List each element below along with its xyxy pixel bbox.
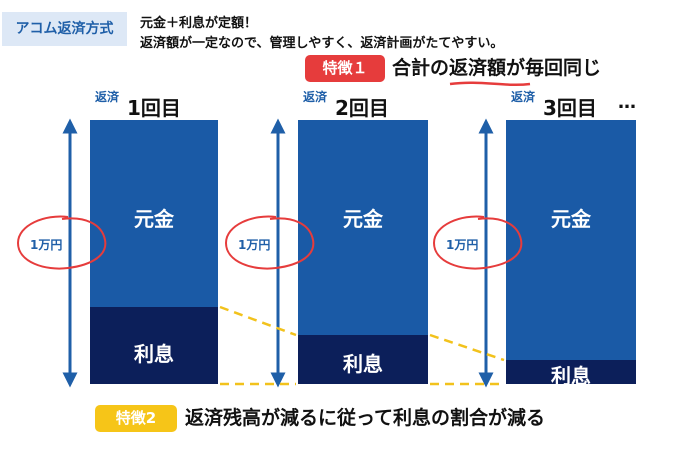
header-line-1: 元金＋利息が定額！ [140,16,258,31]
column-2-interest-label: 利息 [343,352,383,376]
column-2-interest-bar [298,335,428,384]
column-1-interest-bar [90,307,218,384]
feature-1-text-after: が毎回同じ [506,57,602,79]
column-2-principal-bar [298,120,428,335]
column-1-amount: 1万円 [30,238,63,252]
column-2-amount-circle [224,215,315,270]
column-3-label: 3回目 [543,96,597,120]
column-1-prefix: 返済 [95,90,120,104]
feature-1-text-emphasis: 返済額 [449,57,507,79]
feature-2-badge: 特徴2 [95,405,177,432]
feature-1-badge: 特徴１ [305,55,385,82]
column-2-amount: 1万円 [238,238,271,252]
column-1-principal-bar [90,120,218,307]
feature-1-text-before: 合計の [392,57,450,79]
column-3-interest-bar [506,360,636,384]
continuation-ellipsis: … [618,92,636,113]
column-1-interest-label: 利息 [134,342,174,366]
column-3-principal-label: 元金 [551,207,591,231]
column-3-prefix: 返済 [511,90,536,104]
column-1-principal-label: 元金 [134,207,174,231]
column-3-interest-label: 利息 [551,364,591,388]
interest-decrease-line-1 [219,305,297,337]
column-1-label: 1回目 [127,96,181,120]
feature-1-title: 合計の返済額が毎回同じ [392,55,601,82]
column-2-prefix: 返済 [303,90,328,104]
interest-decrease-line-2 [429,333,505,362]
emphasis-underline [449,81,531,87]
column-2-label: 2回目 [335,96,389,120]
column-3-amount-circle [432,215,523,270]
column-2-principal-label: 元金 [343,207,383,231]
feature-2-title: 返済残高が減るに従って利息の割合が減る [185,407,546,429]
repayment-method-badge: アコム返済方式 [2,12,127,46]
column-1-amount-circle [16,215,107,270]
column-3-principal-bar [506,120,636,360]
header-line-2: 返済額が一定なので、管理しやすく、返済計画がたてやすい。 [140,36,504,51]
column-3-amount: 1万円 [446,238,479,252]
